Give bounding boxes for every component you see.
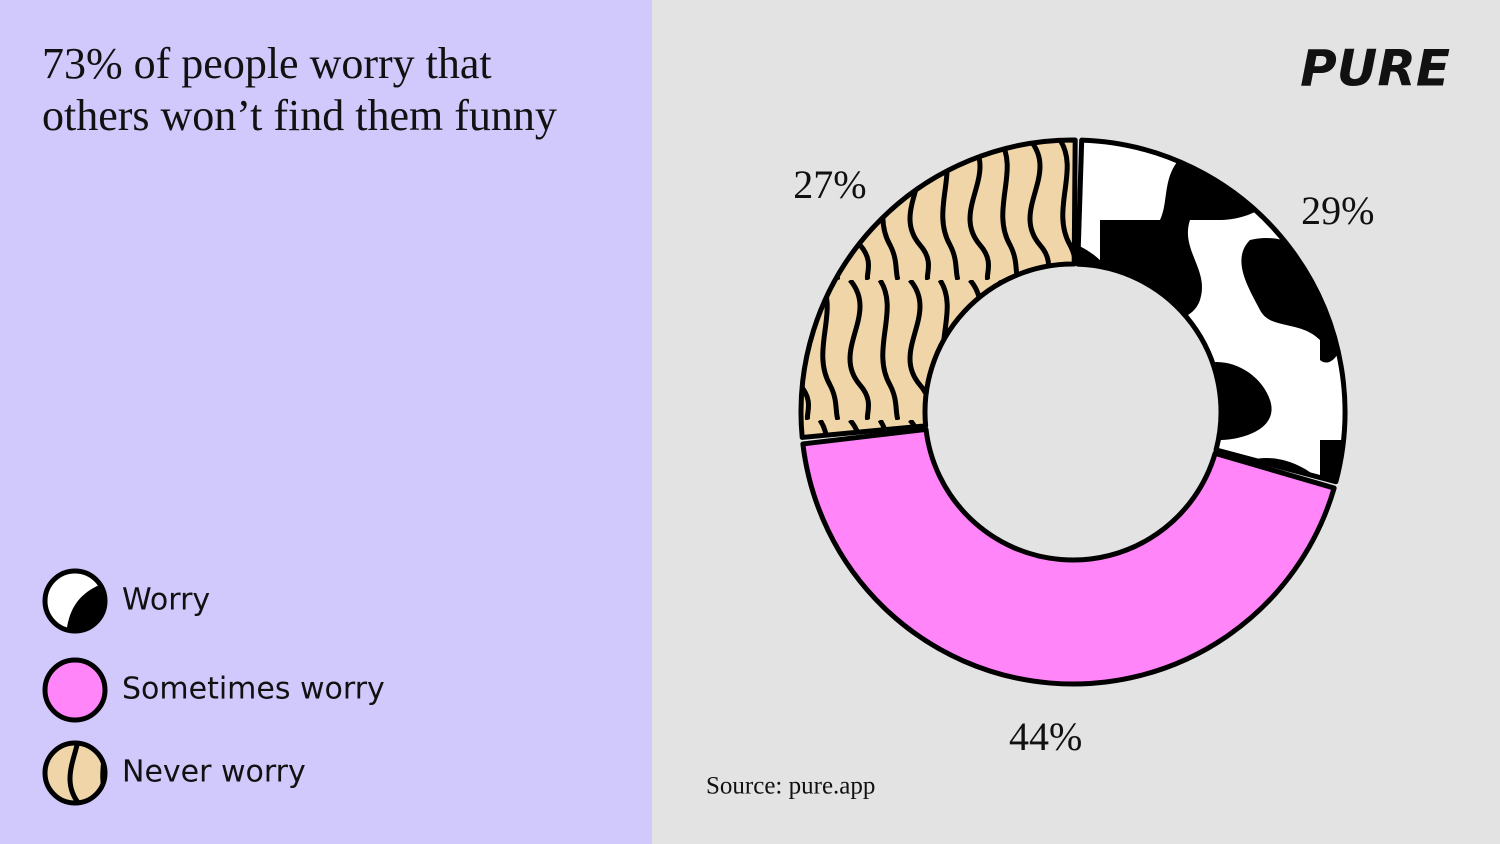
legend-outline <box>42 657 108 723</box>
legend-pattern <box>45 743 105 803</box>
segment-pattern <box>801 140 1076 438</box>
value-label: 44% <box>1009 714 1082 759</box>
legend-label: Sometimes worry <box>122 672 385 707</box>
legend-outline <box>42 568 108 634</box>
segment-pattern <box>1077 140 1345 482</box>
donut-segment <box>802 429 1335 684</box>
segment-outline <box>800 426 1337 687</box>
segment-outline <box>798 137 1078 440</box>
left-panel <box>0 0 652 844</box>
chart-title: 73% of people worry that others won’t fi… <box>42 39 557 140</box>
value-label: 29% <box>1301 188 1374 233</box>
legend-pattern <box>45 571 105 631</box>
brand-logo: PURE <box>1300 40 1450 98</box>
legend-swatch <box>45 660 105 720</box>
legend-label: Never worry <box>122 755 306 790</box>
source: Source: pure.app <box>706 773 875 800</box>
segment-outline <box>1075 137 1348 485</box>
legend-label: Worry <box>122 583 210 618</box>
legend-outline <box>42 740 108 806</box>
value-label: 27% <box>793 162 866 207</box>
